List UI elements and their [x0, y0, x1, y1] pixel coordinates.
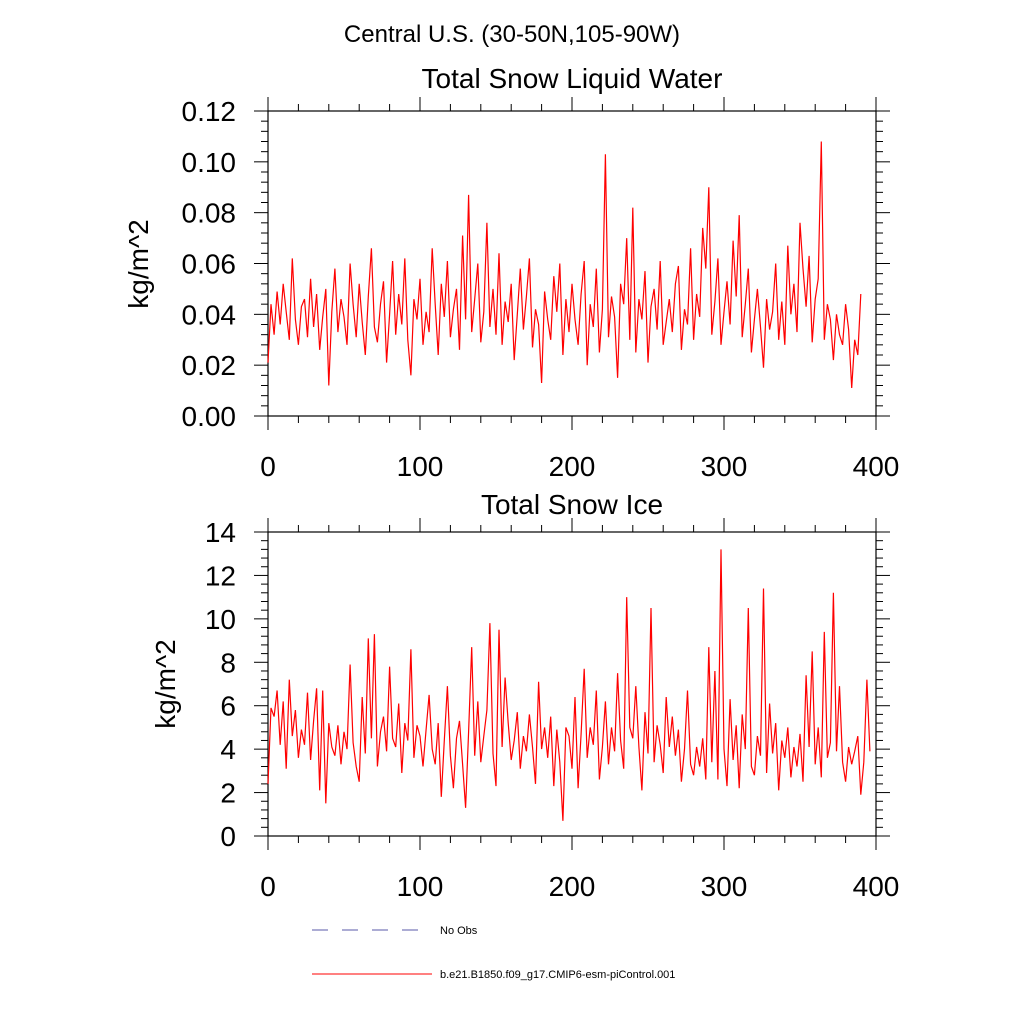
- panel-title: Total Snow Ice: [481, 489, 663, 520]
- panel-snow-liquid-water: Total Snow Liquid Water kg/m^2 0.000.020…: [123, 63, 899, 482]
- plot-frame: [267, 531, 877, 837]
- panel-snow-ice: Total Snow Ice kg/m^2 0 2 4 6 8 10 12 14 0 100 200…: [150, 489, 899, 902]
- data-line-series: [267, 549, 871, 821]
- y-tick-label: 14: [205, 517, 236, 548]
- x-tick-label: 400: [853, 451, 900, 482]
- y-tick-label: 6: [220, 691, 236, 722]
- y-tick-label: 0.08: [182, 198, 237, 229]
- legend-model-label: b.e21.B1850.f09_g17.CMIP6-esm-piControl.…: [440, 969, 675, 981]
- panel-title: Total Snow Liquid Water: [422, 63, 723, 94]
- tick-labels: 0.00 0.02 0.04 0.06 0.08 0.10 0.12 0 100 200 300 40…: [182, 96, 900, 482]
- figure-title: Central U.S. (30-50N,105-90W): [344, 21, 680, 48]
- x-tick-label: 300: [701, 871, 748, 902]
- y-tick-label: 4: [220, 734, 236, 765]
- y-tick-label: 12: [205, 560, 236, 591]
- y-tick-label: 0.06: [182, 249, 237, 280]
- x-tick-label: 200: [549, 871, 596, 902]
- y-tick-label: 0.10: [182, 147, 237, 178]
- ticks: [254, 97, 890, 430]
- legend-obs-label: No Obs: [440, 925, 478, 937]
- x-tick-label: 400: [853, 871, 900, 902]
- x-tick-label: 100: [397, 871, 444, 902]
- plot-frame: [267, 110, 877, 417]
- y-tick-label: 10: [205, 604, 236, 635]
- y-tick-label: 2: [220, 778, 236, 809]
- x-tick-label: 0: [260, 871, 276, 902]
- y-tick-label: 0.12: [182, 96, 237, 127]
- data-line-series: [267, 141, 862, 389]
- y-tick-label: 0: [220, 821, 236, 852]
- y-tick-label: 0.04: [182, 299, 237, 330]
- y-tick-label: 8: [220, 647, 236, 678]
- y-tick-label: 0.00: [182, 401, 237, 432]
- x-tick-label: 300: [701, 451, 748, 482]
- x-tick-label: 200: [549, 451, 596, 482]
- y-axis-label: kg/m^2: [123, 219, 154, 308]
- y-axis-label: kg/m^2: [150, 639, 181, 728]
- ticks: [254, 518, 890, 850]
- legend: No Obs b.e21.B1850.f09_g17.CMIP6-esm-piC…: [312, 925, 675, 981]
- tick-labels: 0 2 4 6 8 10 12 14 0 100 200 300 400: [205, 517, 900, 902]
- y-tick-label: 0.02: [182, 350, 237, 381]
- x-tick-label: 100: [397, 451, 444, 482]
- x-tick-label: 0: [260, 451, 276, 482]
